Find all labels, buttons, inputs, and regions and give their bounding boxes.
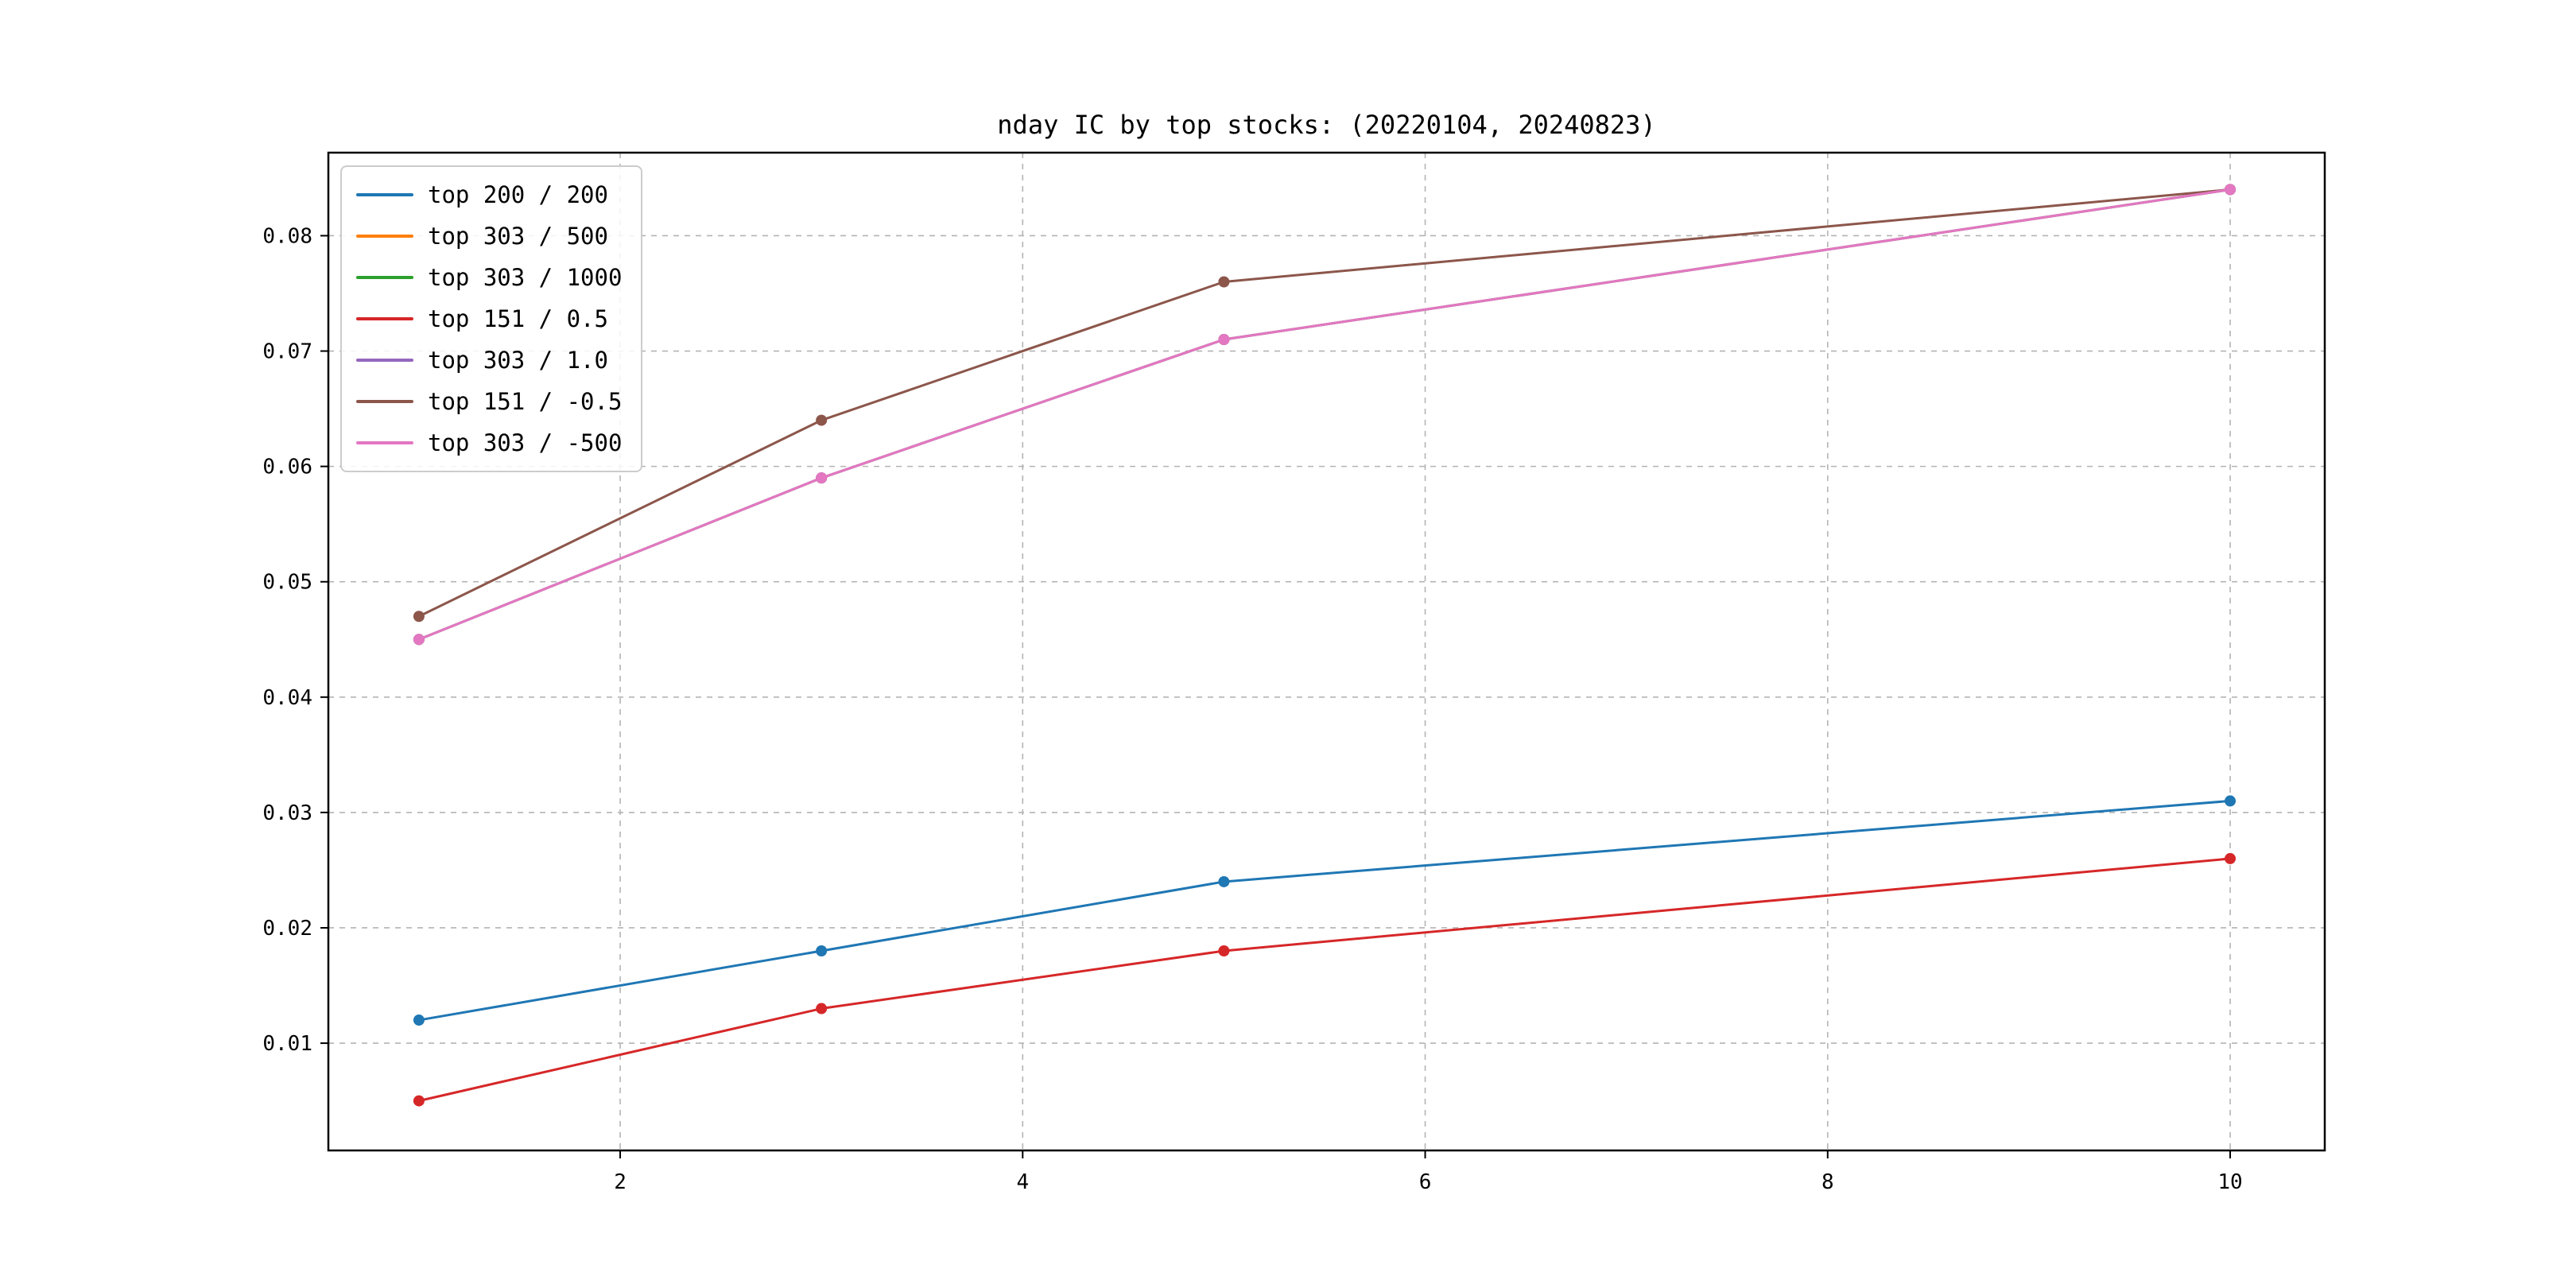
series-marker [413, 611, 425, 623]
series-marker [413, 1014, 425, 1026]
legend-item: top 151 / 0.5 [356, 302, 622, 336]
series-line [418, 188, 2231, 641]
x-tick-label: 8 [1821, 1170, 1834, 1194]
series-marker [816, 414, 828, 426]
legend-line-sample [356, 276, 413, 279]
y-tick-label: 0.06 [262, 456, 312, 479]
x-tick-label: 6 [1419, 1170, 1432, 1194]
series-marker [816, 1003, 828, 1014]
chart-title: nday IC by top stocks: (20220104, 202408… [997, 110, 1656, 140]
legend-item: top 151 / -0.5 [356, 385, 622, 418]
legend-item: top 303 / 1.0 [356, 343, 622, 377]
series-marker [816, 945, 828, 956]
legend: top 200 / 200 top 303 / 500 top 303 / 1000… [340, 165, 643, 472]
y-tick-label: 0.04 [262, 686, 312, 710]
series-marker [2225, 184, 2237, 196]
axes-frame [327, 151, 2326, 1152]
series-line [418, 857, 2231, 1103]
x-tick-label: 2 [614, 1170, 627, 1194]
legend-item: top 200 / 200 [356, 178, 622, 211]
series-marker [1218, 276, 1230, 288]
legend-label: top 151 / 0.5 [428, 305, 608, 332]
legend-label: top 303 / -500 [428, 429, 623, 456]
y-tick-label: 0.07 [262, 340, 312, 364]
legend-item: top 303 / 1000 [356, 261, 622, 294]
legend-line-sample [356, 317, 413, 320]
x-tick-label: 10 [2217, 1170, 2242, 1194]
series-line [418, 188, 2231, 618]
legend-label: top 200 / 200 [428, 181, 608, 208]
legend-label: top 151 / -0.5 [428, 388, 623, 415]
series-marker [413, 1095, 425, 1107]
x-tick-label: 4 [1016, 1170, 1029, 1194]
legend-item: top 303 / 500 [356, 219, 622, 253]
series-line [418, 188, 2231, 641]
legend-label: top 303 / 1.0 [428, 347, 608, 374]
legend-line-sample [356, 400, 413, 403]
legend-line-sample [356, 193, 413, 196]
series-marker [2225, 795, 2237, 807]
legend-label: top 303 / 1000 [428, 264, 623, 291]
series-line [418, 188, 2231, 641]
series-line [418, 188, 2231, 641]
legend-line-sample [356, 441, 413, 444]
series-marker [1218, 945, 1230, 956]
y-tick-label: 0.03 [262, 801, 312, 825]
series-marker [2225, 852, 2237, 864]
series-marker [413, 634, 425, 646]
legend-label: top 303 / 500 [428, 223, 608, 250]
y-tick-label: 0.05 [262, 571, 312, 595]
y-tick-label: 0.01 [262, 1032, 312, 1056]
y-tick-label: 0.02 [262, 917, 312, 941]
legend-item: top 303 / -500 [356, 426, 622, 460]
series-marker [1218, 875, 1230, 887]
series-line [418, 799, 2231, 1022]
legend-line-sample [356, 359, 413, 362]
series-marker [816, 472, 828, 484]
series-marker [1218, 334, 1230, 346]
legend-line-sample [356, 235, 413, 238]
y-tick-label: 0.08 [262, 224, 312, 248]
